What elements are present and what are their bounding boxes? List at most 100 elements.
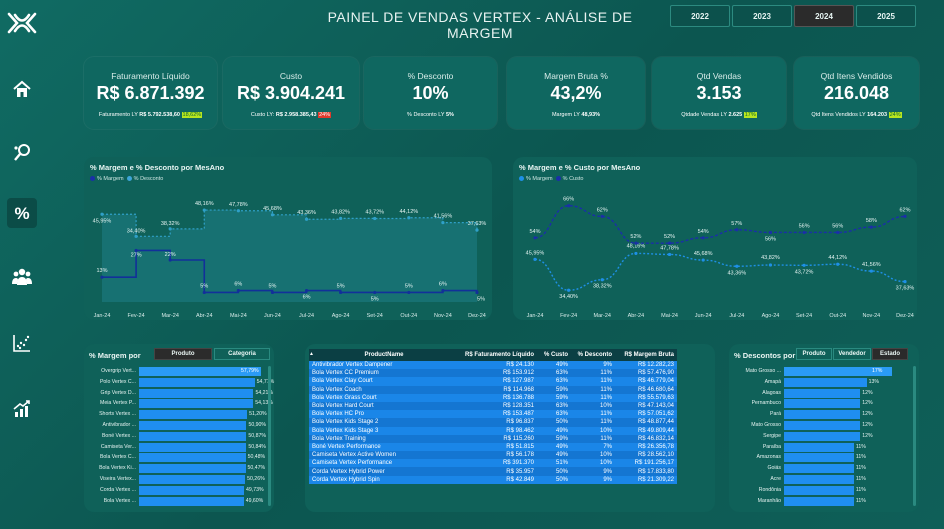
data-point[interactable] [236, 288, 240, 293]
home-icon[interactable] [7, 74, 37, 104]
data-point[interactable] [600, 214, 604, 218]
bar-row[interactable]: Camiseta Ver... 50,84% [84, 442, 270, 453]
column-header[interactable]: R$ Margem Bruta [615, 349, 677, 361]
year-button-2024[interactable]: 2024 [794, 5, 854, 27]
data-point[interactable] [802, 230, 806, 235]
data-point[interactable] [168, 258, 172, 262]
tab-produto[interactable]: Produto [796, 348, 832, 360]
data-point[interactable] [667, 252, 672, 257]
data-point[interactable] [869, 225, 873, 229]
data-point[interactable] [903, 279, 907, 284]
bar-row[interactable]: Boné Vertex ... 50,87% [84, 431, 270, 442]
data-point[interactable] [134, 248, 138, 253]
data-point[interactable] [407, 216, 411, 220]
data-point[interactable] [634, 251, 638, 256]
table-row[interactable]: Camiseta Vertex Active Women R$ 56.178 49%… [309, 451, 677, 460]
bar-row[interactable]: Grip Vertex D... 54,21% [84, 388, 273, 399]
table-row[interactable]: Bola Vertex Clay Court R$ 127.987 63% 11% R$… [309, 377, 677, 386]
bar-row[interactable]: Amazonas 11% [729, 452, 915, 463]
data-point[interactable] [701, 236, 705, 240]
table-row[interactable]: Bola Vertex Kids Stage 3 R$ 98.462 49% 10% R… [309, 426, 677, 435]
table-row[interactable]: Camiseta Vertex Performance R$ 391.370 51%… [309, 459, 677, 468]
data-point[interactable] [768, 263, 773, 267]
bar-row[interactable]: Maranhão 11% [729, 496, 915, 507]
table-row[interactable]: Bola Vertex CC Premium R$ 153.912 63% 11% R$… [309, 369, 677, 378]
bar-row[interactable]: Rondônia 11% [729, 485, 915, 496]
data-point[interactable] [836, 230, 840, 235]
bar-row[interactable]: Alagoas 12% [729, 388, 915, 399]
column-header[interactable]: % Desconto [571, 349, 615, 361]
data-point[interactable] [202, 290, 206, 295]
data-point[interactable] [100, 275, 104, 279]
data-point[interactable] [667, 241, 672, 245]
bar-row[interactable]: Antivibrador ... 50,90% [84, 420, 270, 431]
data-point[interactable] [270, 213, 275, 217]
table-row[interactable]: Corda Vertex Hybrid Spin R$ 42.849 50% 9% R$… [309, 475, 677, 484]
year-button-2023[interactable]: 2023 [732, 5, 792, 27]
tab-estado[interactable]: Estado [872, 348, 908, 360]
table-row[interactable]: Bola Vertex Hard Court R$ 128.351 63% 10% R$… [309, 401, 677, 411]
data-point[interactable] [735, 228, 739, 232]
bar-row[interactable]: Mato Grosso ... 17% [729, 366, 915, 377]
bar-row[interactable]: Meia Vertex P... 54,13% [84, 398, 273, 409]
tennis-racket-icon[interactable] [7, 138, 37, 168]
bar-row[interactable]: Amapá 13% [729, 377, 915, 388]
column-header[interactable]: ProductName [309, 349, 459, 361]
data-point[interactable] [100, 212, 104, 216]
data-point[interactable] [304, 288, 309, 293]
table-row[interactable]: Bola Vertex HC Pro R$ 153.487 63% 11% R$ 57.… [309, 410, 677, 419]
bar-row[interactable]: Goiás 11% [729, 463, 915, 474]
bar-row[interactable]: Corda Vertex ... 49,73% [84, 485, 270, 496]
year-button-2025[interactable]: 2025 [856, 5, 916, 27]
data-point[interactable] [407, 290, 411, 295]
data-point[interactable] [373, 290, 377, 295]
sort-icon[interactable]: ▲ [309, 351, 314, 357]
scrollbar[interactable] [268, 366, 271, 506]
bar-row[interactable]: Overgrip Vert... 57,79% [84, 366, 270, 377]
bar-row[interactable]: Paraíba 11% [729, 442, 915, 453]
data-point[interactable] [701, 258, 705, 262]
data-point[interactable] [475, 228, 479, 232]
data-point[interactable] [134, 234, 138, 238]
data-point[interactable] [373, 216, 377, 221]
data-point[interactable] [836, 262, 840, 266]
bar-row[interactable]: Polo Vertex C... 54,77% [84, 377, 274, 388]
data-point[interactable] [339, 290, 343, 295]
table-row[interactable]: Bola Vertex Training R$ 115.260 59% 11% R$ 4… [309, 434, 677, 443]
scatter-chart-icon[interactable] [7, 328, 37, 358]
table-row[interactable]: Bola Vertex Kids Stage 2 R$ 96.837 50% 11% R… [309, 418, 677, 427]
table-row[interactable]: Corda Vertex Hybrid Power R$ 35.957 50% 9% R… [309, 467, 677, 476]
bar-row[interactable]: Mato Grosso 12% [729, 420, 915, 431]
data-point[interactable] [304, 217, 309, 221]
table-row[interactable]: Bola Vertex Grass Court R$ 136.788 59% 11% R… [309, 393, 677, 402]
data-point[interactable] [567, 204, 571, 208]
data-point[interactable] [339, 216, 343, 220]
data-point[interactable] [533, 236, 537, 240]
bar-row[interactable]: Pará 12% [729, 409, 915, 420]
data-point[interactable] [600, 278, 604, 282]
table-row[interactable]: Bola Vertex Coach R$ 114.968 59% 11% R$ 46.6… [309, 385, 677, 394]
data-point[interactable] [903, 214, 907, 218]
bar-row[interactable]: Bola Vertex Ki... 50,47% [84, 463, 270, 474]
data-point[interactable] [533, 257, 537, 261]
tab-categoria[interactable]: Categoria [214, 348, 270, 360]
table-row[interactable]: Boné Vertex Performance R$ 51.815 49% 7% R$ … [309, 442, 677, 452]
bar-row[interactable]: Shorts Vertex ... 51,20% [84, 409, 270, 420]
data-point[interactable] [270, 290, 275, 295]
column-header[interactable]: % Custo [537, 349, 571, 361]
table-row[interactable]: Antivibrador Vertex Dampener R$ 24.130 49%… [309, 361, 677, 370]
data-point[interactable] [802, 263, 806, 267]
scrollbar[interactable] [913, 366, 916, 506]
bar-row[interactable]: Bola Vertex ... 49,60% [84, 496, 270, 507]
year-button-2022[interactable]: 2022 [670, 5, 730, 27]
bar-row[interactable]: Pernambuco 12% [729, 398, 915, 409]
data-point[interactable] [441, 288, 445, 293]
data-point[interactable] [869, 269, 873, 273]
bar-row[interactable]: Acre 11% [729, 474, 915, 485]
data-point[interactable] [768, 230, 773, 235]
bar-row[interactable]: Sergipe 12% [729, 431, 915, 442]
data-point[interactable] [168, 227, 172, 231]
data-point[interactable] [567, 288, 571, 292]
data-point[interactable] [475, 290, 479, 295]
data-point[interactable] [634, 241, 638, 245]
